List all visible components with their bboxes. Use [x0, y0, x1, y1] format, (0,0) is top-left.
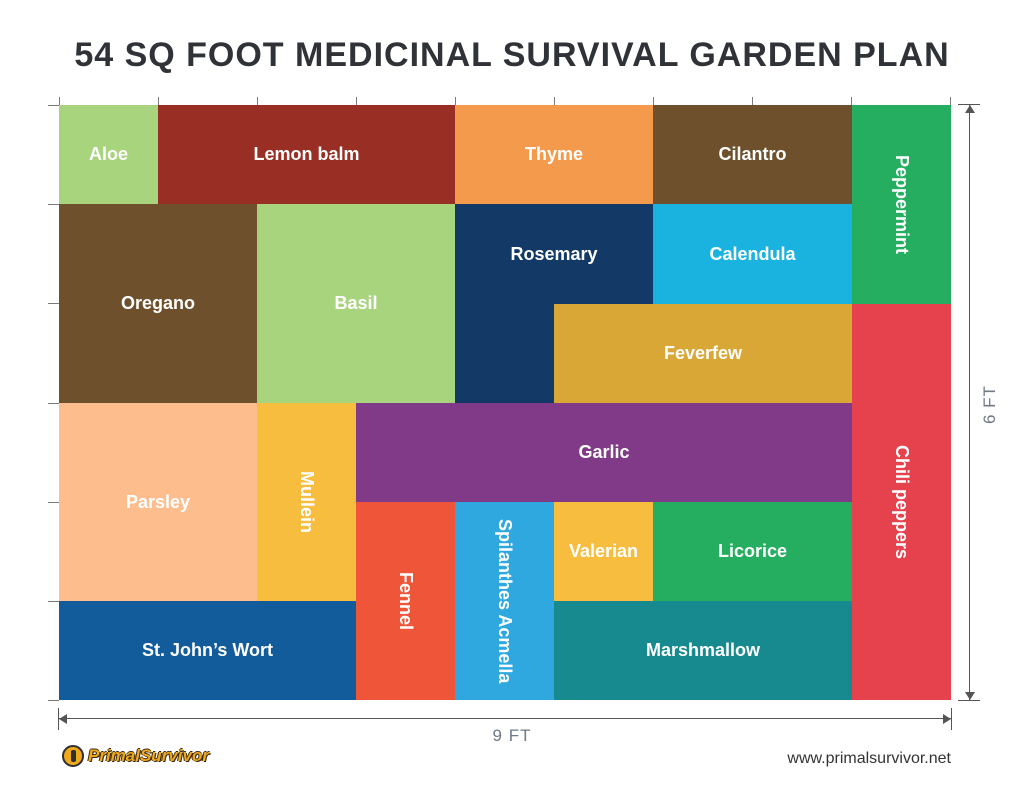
brand-logo[interactable]: PrimalSurvivor: [62, 742, 209, 770]
bed-mullein: Mullein: [257, 403, 356, 601]
tick: [950, 97, 951, 105]
tick: [48, 601, 59, 602]
bed-label: Mullein: [297, 471, 317, 533]
height-label: 6 FT: [980, 385, 999, 425]
bed-label: Fennel: [396, 571, 416, 630]
bed-chili-peppers: Chili peppers: [852, 304, 951, 700]
tick: [851, 97, 852, 105]
page-title: 54 SQ FOOT MEDICINAL SURVIVAL GARDEN PLA…: [74, 36, 950, 74]
width-dimension-line: [59, 718, 951, 719]
bed-lemon-balm: Lemon balm: [158, 105, 455, 204]
bed-st-johns-wort: St. John’s Wort: [59, 601, 356, 700]
garden-grid: Aloe Lemon balm Thyme Cilantro Peppermin…: [59, 105, 951, 700]
width-label: 9 FT: [492, 726, 532, 745]
arrow-up-icon: [965, 105, 975, 113]
bed-label: Feverfew: [663, 343, 743, 363]
tick: [48, 502, 59, 503]
bed-valerian: Valerian: [554, 502, 653, 601]
bed-spilanthes-acmella: Spilanthes Acmella: [455, 502, 554, 700]
tick: [554, 97, 555, 105]
bed-licorice: Licorice: [653, 502, 852, 601]
tick: [48, 700, 59, 701]
height-dimension-end-top: [958, 104, 980, 105]
tick: [48, 403, 59, 404]
bed-label: Cilantro: [718, 144, 787, 164]
bed-label: Licorice: [717, 541, 788, 561]
bed-garlic: Garlic: [356, 403, 852, 502]
height-dimension-end-bottom: [958, 700, 980, 701]
bed-label: Valerian: [568, 541, 639, 561]
bed-aloe: Aloe: [59, 105, 158, 204]
bed-label: Rosemary: [510, 243, 598, 264]
tick: [48, 303, 59, 304]
bed-label: Basil: [334, 293, 378, 313]
tick: [257, 97, 258, 105]
bed-label: Spilanthes Acmella: [495, 518, 515, 684]
bed-label: Peppermint: [892, 154, 912, 255]
bed-label: St. John’s Wort: [141, 640, 273, 660]
bed-parsley: Parsley: [59, 403, 257, 601]
bed-rosemary-extension: [455, 304, 554, 403]
bed-oregano: Oregano: [59, 204, 257, 403]
tick: [653, 97, 654, 105]
bed-label: Oregano: [120, 293, 195, 313]
bed-peppermint: Peppermint: [852, 105, 951, 304]
bed-label: Marshmallow: [645, 640, 761, 660]
tick: [356, 97, 357, 105]
bed-label: Garlic: [578, 442, 630, 462]
bed-label: Aloe: [88, 144, 128, 164]
tick: [48, 204, 59, 205]
bed-calendula: Calendula: [653, 204, 852, 304]
arrow-down-icon: [965, 692, 975, 700]
bed-rosemary: Rosemary: [455, 204, 653, 304]
survivor-figure-icon: [62, 745, 84, 767]
bed-thyme: Thyme: [455, 105, 653, 204]
bed-marshmallow: Marshmallow: [554, 601, 852, 700]
tick: [752, 97, 753, 105]
width-dimension-end-right: [951, 708, 952, 730]
bed-cilantro: Cilantro: [653, 105, 852, 204]
height-dimension-line: [969, 105, 970, 700]
tick: [48, 105, 59, 106]
site-url[interactable]: www.primalsurvivor.net: [787, 750, 951, 767]
arrow-right-icon: [943, 714, 951, 724]
bed-label: Parsley: [125, 491, 191, 512]
bed-fennel: Fennel: [356, 502, 455, 700]
bed-label: Calendula: [709, 243, 796, 264]
bed-label: Thyme: [524, 144, 584, 164]
tick: [158, 97, 159, 105]
bed-basil: Basil: [257, 204, 455, 403]
arrow-left-icon: [59, 714, 67, 724]
width-dimension-end-left: [58, 708, 59, 730]
tick: [59, 97, 60, 105]
brand-logo-text: PrimalSurvivor: [88, 746, 209, 765]
tick: [455, 97, 456, 105]
bed-label: Lemon balm: [253, 144, 360, 164]
bed-feverfew: Feverfew: [554, 304, 852, 403]
bed-label: Chili peppers: [892, 444, 912, 560]
